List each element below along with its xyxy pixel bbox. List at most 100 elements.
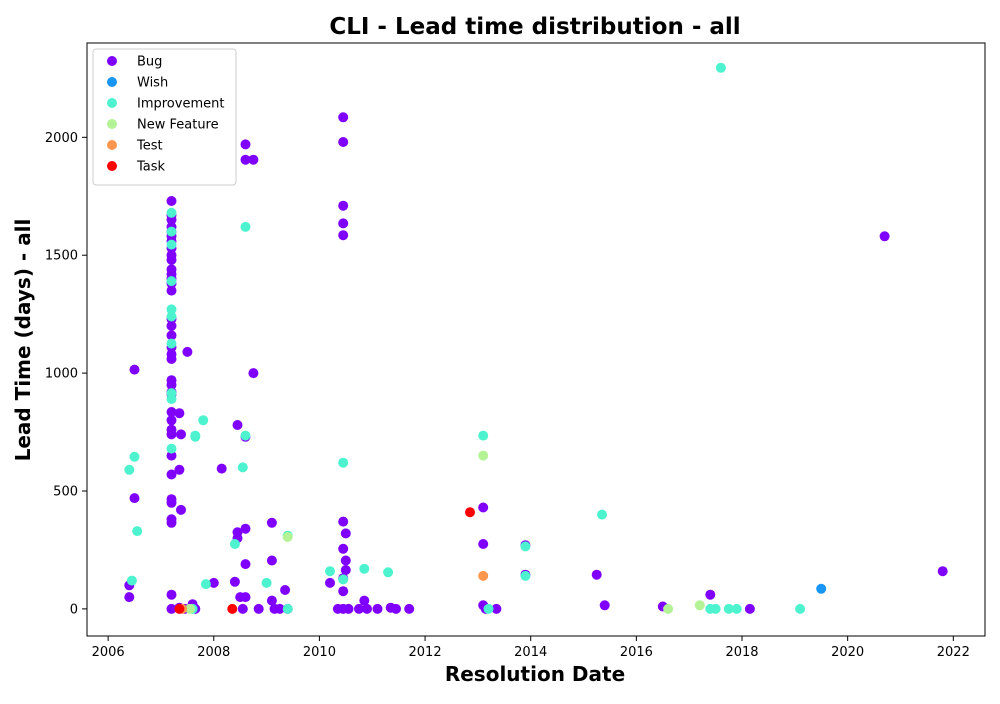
- chart-title: CLI - Lead time distribution - all: [329, 14, 740, 40]
- y-tick-label: 500: [53, 484, 78, 499]
- point-improvement: [325, 566, 335, 577]
- y-tick-label: 1500: [45, 249, 78, 264]
- x-tick-label: 2014: [514, 645, 547, 660]
- point-bug: [338, 516, 349, 527]
- point-improvement: [483, 603, 494, 614]
- y-tick-label: 0: [70, 602, 78, 617]
- legend-label: Bug: [137, 55, 162, 70]
- point-improvement: [229, 539, 240, 549]
- point-bug: [266, 555, 277, 566]
- point-bug: [478, 502, 489, 513]
- point-bug: [391, 603, 401, 614]
- point-bug: [166, 285, 177, 296]
- x-tick-label: 2018: [725, 645, 758, 660]
- point-improvement: [731, 603, 742, 614]
- legend-marker: [107, 161, 117, 171]
- point-wish: [816, 583, 827, 594]
- x-axis-ticks: 2006 2008 2010 2012 2014 2016 2018 2020 2022: [92, 636, 970, 660]
- point-improvement: [166, 226, 177, 237]
- point-bug: [248, 368, 259, 379]
- point-improvement: [710, 603, 721, 614]
- point-new-feature: [282, 532, 293, 542]
- point-bug: [338, 586, 349, 597]
- point-bug: [338, 137, 349, 147]
- point-task: [465, 507, 475, 518]
- point-bug: [478, 539, 489, 549]
- point-improvement: [198, 415, 209, 426]
- point-bug: [338, 230, 349, 241]
- x-axis-title: Resolution Date: [445, 662, 625, 686]
- point-bug: [338, 112, 349, 123]
- point-improvement: [520, 570, 531, 581]
- point-improvement: [166, 276, 177, 287]
- point-bug: [253, 603, 264, 614]
- point-bug: [354, 603, 364, 614]
- point-bug: [208, 577, 219, 588]
- point-bug: [174, 464, 185, 475]
- point-bug: [166, 214, 177, 225]
- x-tick-label: 2020: [831, 645, 864, 660]
- point-bug: [166, 254, 177, 265]
- x-tick-label: 2012: [409, 645, 442, 660]
- x-tick-label: 2016: [620, 645, 653, 660]
- point-improvement: [282, 603, 293, 614]
- point-bug: [491, 603, 502, 614]
- point-bug: [879, 231, 890, 242]
- point-bug: [124, 592, 135, 603]
- point-bug: [599, 600, 610, 611]
- legend-marker: [107, 56, 117, 66]
- point-bug: [404, 603, 415, 614]
- point-improvement: [795, 603, 806, 614]
- point-bug: [240, 139, 251, 150]
- point-test: [478, 570, 489, 581]
- y-tick-label: 2000: [45, 131, 78, 146]
- legend-label: Improvement: [137, 97, 224, 112]
- point-bug: [237, 603, 248, 614]
- point-bug: [174, 408, 185, 419]
- point-bug: [166, 589, 177, 600]
- point-bug: [166, 450, 177, 461]
- data-points: [124, 62, 948, 614]
- legend-marker: [107, 98, 117, 108]
- point-improvement: [132, 526, 143, 537]
- point-bug: [176, 429, 186, 440]
- legend-label: Task: [136, 160, 166, 175]
- point-bug: [166, 379, 177, 390]
- point-improvement: [237, 462, 248, 473]
- point-bug: [338, 543, 349, 554]
- point-new-feature: [694, 600, 705, 611]
- point-bug: [240, 523, 251, 534]
- point-improvement: [166, 338, 177, 349]
- legend-marker: [107, 119, 117, 129]
- point-bug: [240, 154, 251, 165]
- legend-label: New Feature: [137, 118, 219, 133]
- point-bug: [240, 592, 251, 603]
- point-improvement: [338, 457, 349, 468]
- point-improvement: [129, 451, 140, 462]
- legend: Bug Wish Improvement New Feature Test Task: [92, 48, 237, 186]
- y-axis-ticks: 0 500 1000 1500 2000: [45, 131, 87, 617]
- point-task: [227, 603, 238, 614]
- point-improvement: [200, 579, 211, 590]
- point-bug: [166, 354, 177, 364]
- point-improvement: [166, 207, 177, 218]
- point-bug: [166, 517, 177, 528]
- point-bug: [280, 585, 291, 595]
- plot-area-frame: [86, 42, 986, 637]
- x-tick-label: 2022: [937, 645, 970, 660]
- point-bug: [166, 415, 177, 426]
- point-bug: [266, 517, 277, 528]
- point-bug: [340, 555, 351, 566]
- point-bug: [129, 364, 140, 375]
- point-task: [174, 603, 185, 614]
- point-bug: [362, 603, 372, 614]
- legend-label: Wish: [137, 76, 168, 91]
- x-tick-label: 2006: [92, 645, 125, 660]
- legend-box: [92, 48, 237, 186]
- point-bug: [216, 463, 227, 474]
- legend-marker: [107, 140, 117, 150]
- point-bug: [340, 565, 351, 575]
- y-axis-title: Lead Time (days) - all: [11, 219, 35, 462]
- point-bug: [166, 330, 177, 341]
